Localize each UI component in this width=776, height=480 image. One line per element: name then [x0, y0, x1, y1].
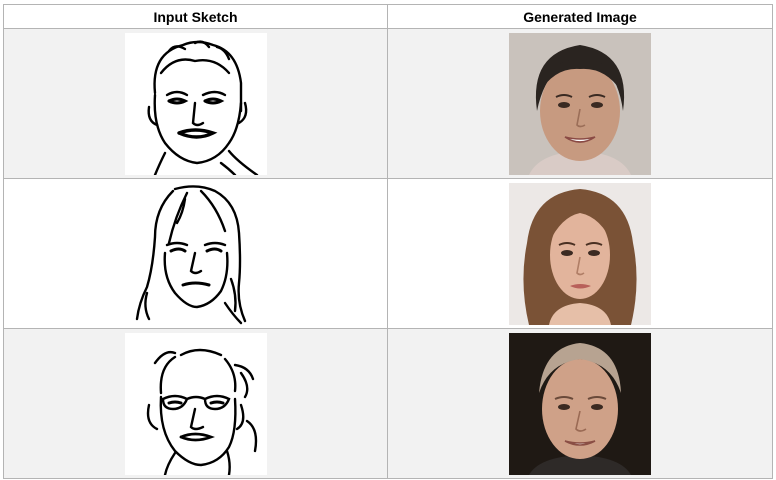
header-generated-image: Generated Image — [387, 4, 773, 29]
table-row — [3, 328, 773, 479]
generated-cell — [387, 28, 773, 179]
comparison-table: Input Sketch Generated Image — [3, 4, 773, 479]
photo-face-3 — [509, 332, 651, 475]
sketch-face-3 — [124, 332, 267, 475]
photo-face-1 — [509, 32, 651, 175]
generated-cell — [387, 328, 773, 479]
sketch-face-1 — [124, 32, 267, 175]
header-input-sketch: Input Sketch — [3, 4, 388, 29]
sketch-cell — [3, 178, 388, 329]
table-row — [3, 28, 773, 179]
sketch-cell — [3, 328, 388, 479]
photo-face-2 — [509, 182, 651, 325]
table-row — [3, 178, 773, 329]
generated-cell — [387, 178, 773, 329]
sketch-face-2 — [124, 182, 267, 325]
header-row: Input Sketch Generated Image — [3, 4, 773, 29]
sketch-cell — [3, 28, 388, 179]
